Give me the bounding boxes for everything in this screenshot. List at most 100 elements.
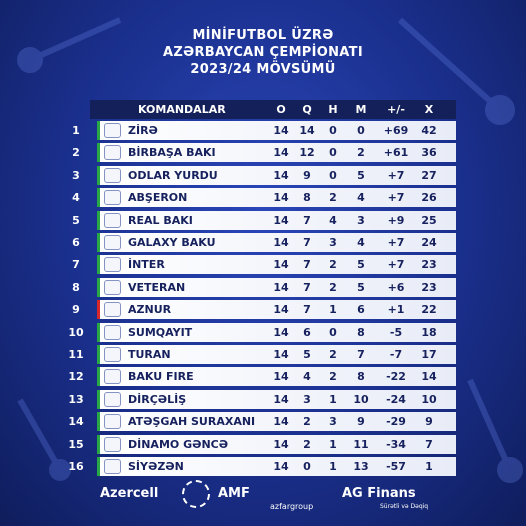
team-row: DİNAMO GƏNCƏ 14 2 1 11 -34 7	[97, 434, 456, 454]
stat: 14	[273, 191, 289, 205]
stat: 36	[421, 146, 437, 160]
rank: 11	[68, 348, 84, 361]
team-logo	[104, 167, 121, 183]
stat: 7	[303, 280, 311, 294]
team-name: GALAXY BAKU	[128, 236, 216, 249]
stat: 3	[329, 236, 337, 249]
team-logo	[104, 414, 121, 430]
stat: 1	[329, 303, 337, 317]
stat: -22	[386, 370, 406, 384]
team-logo	[104, 436, 121, 452]
team-name: SUMQAYIT	[128, 325, 193, 339]
team-row: VETERAN 14 7 2 5 +6 23	[97, 277, 456, 297]
team-logo	[104, 123, 121, 138]
team-row: İNTER 14 7 2 5 +7 23	[97, 255, 456, 275]
stat: 14	[273, 258, 289, 272]
stat: 14	[273, 392, 289, 406]
stat: -57	[386, 460, 406, 473]
team-name: ZİRƏ	[128, 124, 158, 137]
stat: 7	[303, 213, 311, 227]
rank: 1	[72, 124, 80, 137]
stat: 9	[303, 168, 311, 182]
team-logo	[104, 324, 121, 340]
stat: 3	[357, 213, 365, 227]
team-row: BİRBAŞA BAKI 14 12 0 2 +61 36	[97, 143, 456, 163]
stat: 11	[353, 437, 369, 451]
stat: 5	[357, 280, 365, 294]
column-header: Q	[302, 103, 312, 116]
rank: 15	[68, 437, 84, 451]
team-logo	[104, 212, 121, 228]
rank: 4	[72, 191, 80, 205]
rank: 8	[72, 280, 80, 294]
stat: 7	[303, 258, 311, 272]
stat: 22	[421, 303, 437, 317]
stat: 8	[303, 191, 311, 205]
stat: 9	[425, 415, 433, 429]
stat: 24	[421, 236, 437, 249]
stat: 3	[303, 392, 311, 406]
stat: 2	[329, 370, 337, 384]
stat: +1	[387, 303, 405, 317]
team-name: DİRÇƏLİŞ	[128, 392, 187, 406]
stat: 4	[329, 213, 337, 227]
stat: 42	[421, 124, 437, 137]
team-row: ABŞERON 14 8 2 4 +7 26	[97, 188, 456, 208]
column-header: H	[328, 103, 338, 116]
team-row: AZNUR 14 7 1 6 +1 22	[97, 300, 456, 320]
stat: 14	[273, 236, 289, 249]
rank: 2	[72, 146, 80, 160]
team-name: BAKU FIRE	[128, 370, 194, 384]
stat: 14	[273, 168, 289, 182]
stat: -5	[389, 325, 403, 339]
team-logo	[104, 145, 121, 161]
stat: 2	[303, 415, 311, 429]
stat: 5	[357, 258, 365, 272]
column-header: O	[276, 103, 286, 116]
team-row: DİRÇƏLİŞ 14 3 1 10 -24 10	[97, 389, 456, 409]
team-row: SUMQAYIT 14 6 0 8 -5 18	[97, 322, 456, 342]
stat: 1	[329, 437, 337, 451]
stat: 8	[357, 325, 365, 339]
stat: 0	[329, 325, 337, 339]
rank: 12	[68, 370, 84, 384]
stat: +7	[387, 191, 405, 205]
stat: 2	[329, 258, 337, 272]
stat: 14	[299, 124, 315, 137]
stat: -34	[386, 437, 406, 451]
team-name: BİRBAŞA BAKI	[128, 146, 216, 160]
stat: 7	[357, 348, 365, 361]
team-logo	[104, 235, 121, 250]
stat: +7	[387, 168, 405, 182]
team-name: SİYƏZƏN	[128, 460, 184, 473]
column-header: KOMANDALAR	[138, 103, 226, 116]
stat: 9	[357, 415, 365, 429]
team-row: BAKU FIRE 14 4 2 8 -22 14	[97, 367, 456, 387]
stat: 14	[273, 415, 289, 429]
rank: 10	[68, 325, 84, 339]
rank: 9	[72, 303, 80, 317]
stat: 14	[273, 348, 289, 361]
sponsor: AG Finans	[342, 486, 416, 501]
team-row: ATƏŞGAH SURAXANI 14 2 3 9 -29 9	[97, 412, 456, 432]
rank: 7	[72, 258, 80, 272]
stat: +9	[387, 213, 405, 227]
stat: -29	[386, 415, 406, 429]
sponsor: azfargroup	[270, 502, 314, 511]
stat: 6	[303, 325, 311, 339]
stat: 0	[357, 124, 365, 137]
stat: 14	[273, 370, 289, 384]
team-name: ODLAR YURDU	[128, 168, 218, 182]
stat: 2	[329, 280, 337, 294]
stat: -24	[386, 392, 406, 406]
team-logo	[104, 279, 121, 295]
stat: 27	[421, 168, 437, 182]
team-name: REAL BAKI	[128, 213, 193, 227]
stat: +6	[387, 280, 405, 294]
team-logo	[104, 347, 121, 362]
rank: 14	[68, 415, 84, 429]
stat: 0	[303, 460, 311, 473]
stat: 0	[329, 146, 337, 160]
stat: 7	[303, 303, 311, 317]
